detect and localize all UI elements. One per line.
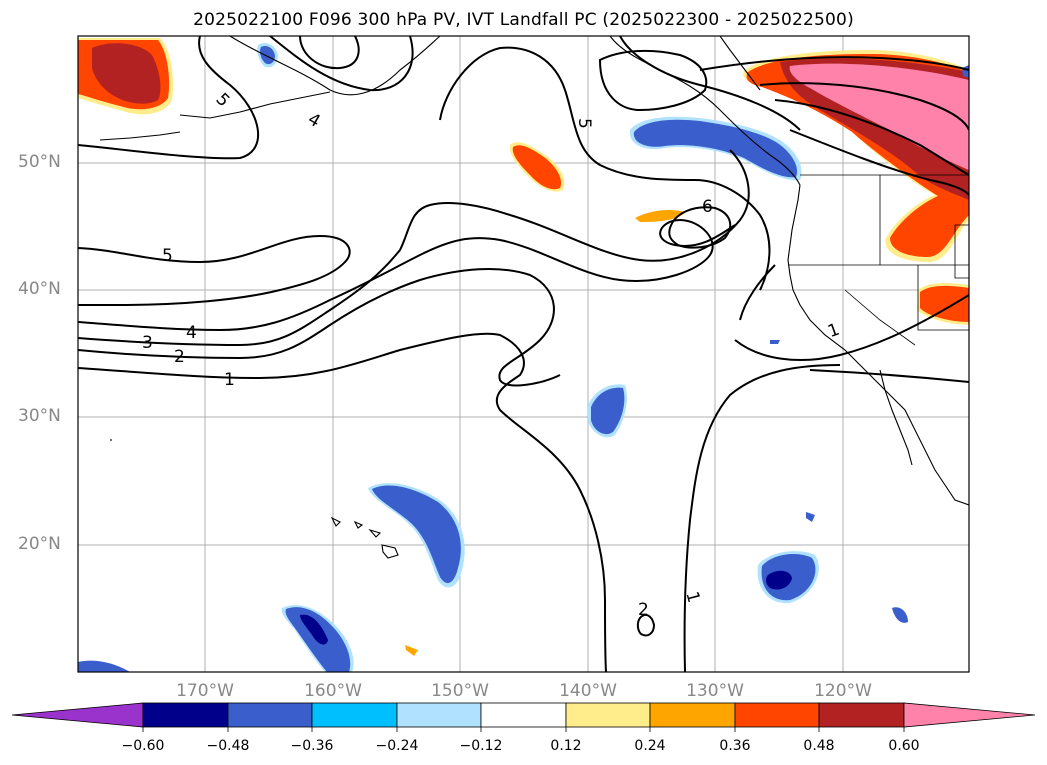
contour-5-central xyxy=(439,46,771,291)
colorbar-cell xyxy=(649,702,736,728)
longitude-label: 170°W xyxy=(176,681,234,701)
contour-5-west xyxy=(78,36,259,160)
contour-label: 2 xyxy=(174,347,185,367)
longitude-label: 120°W xyxy=(814,681,872,701)
contour-2-band xyxy=(78,268,561,387)
latitude-label: 40°N xyxy=(18,279,61,299)
colorbar-tick-label: 0.36 xyxy=(719,738,751,754)
latitude-label: 50°N xyxy=(18,152,61,172)
colorbar-cell xyxy=(818,702,905,728)
colorbar xyxy=(11,702,1036,732)
colorbar-cell xyxy=(311,702,398,728)
contour-label: 5 xyxy=(574,118,594,129)
contour-1-band xyxy=(78,332,607,672)
contour-label: 1 xyxy=(681,589,703,605)
longitude-label: 130°W xyxy=(686,681,744,701)
positive-anomaly-regions xyxy=(78,38,969,656)
contour-label: 3 xyxy=(142,333,153,353)
contour-label: 2 xyxy=(638,600,649,620)
contour-3-band xyxy=(78,149,750,347)
colorbar-cell xyxy=(142,702,229,728)
longitude-label: 140°W xyxy=(559,681,617,701)
colorbar-extend-low xyxy=(11,702,144,728)
colorbar-tick-label: −0.12 xyxy=(459,738,503,754)
colorbar-cell xyxy=(396,702,482,728)
contour-label: 5 xyxy=(212,89,234,111)
contour-label: 1 xyxy=(224,370,235,390)
longitude-label: 150°W xyxy=(431,681,489,701)
colorbar-tick-label: 0.24 xyxy=(634,738,666,754)
colorbar-ticks xyxy=(142,727,905,732)
contour-1-east xyxy=(734,294,969,361)
coastlines xyxy=(99,36,969,559)
colorbar-cell xyxy=(734,702,820,728)
colorbar-cell xyxy=(480,702,567,728)
latitude-label: 30°N xyxy=(18,406,61,426)
colorbar-tick-label: −0.24 xyxy=(375,738,419,754)
contour-5-band xyxy=(78,234,351,306)
colorbar-cell xyxy=(565,702,651,728)
map-frame xyxy=(77,35,970,673)
negative-anomaly-regions xyxy=(78,43,969,672)
colorbar-extend-high xyxy=(903,702,1036,728)
colorbar-tick-label: −0.36 xyxy=(290,738,334,754)
contour-label-layer: 5 4 5 4 3 2 1 5 6 1 2 1 xyxy=(142,89,842,620)
contour-label: 5 xyxy=(162,246,173,266)
contour-6-closed xyxy=(668,206,732,249)
contour-upper-east xyxy=(699,56,969,71)
longitude-label: 160°W xyxy=(304,681,362,701)
contour-label: 6 xyxy=(702,197,713,217)
contour-label: 4 xyxy=(304,109,323,132)
pv-contours xyxy=(78,36,969,672)
positive-blob-small xyxy=(635,210,685,222)
contour-4-aleutian xyxy=(269,36,414,92)
map-title: 2025022100 F096 300 hPa PV, IVT Landfall… xyxy=(193,10,854,30)
contour-label: 1 xyxy=(825,320,842,342)
colorbar-tick-label: −0.48 xyxy=(206,738,250,754)
colorbar-tick-label: −0.60 xyxy=(121,738,165,754)
colorbar-tick-label: 0.60 xyxy=(888,738,920,754)
contour-2-closed xyxy=(636,613,656,637)
colorbar-tick-label: 0.48 xyxy=(803,738,835,754)
colorbar-cell xyxy=(227,702,313,728)
political-borders xyxy=(788,174,969,346)
contour-label: 4 xyxy=(186,323,197,343)
contour-4-band xyxy=(78,218,736,332)
latitude-label: 20°N xyxy=(18,534,61,554)
colorbar-tick-label: 0.12 xyxy=(550,738,582,754)
contour-2-south xyxy=(683,364,841,672)
